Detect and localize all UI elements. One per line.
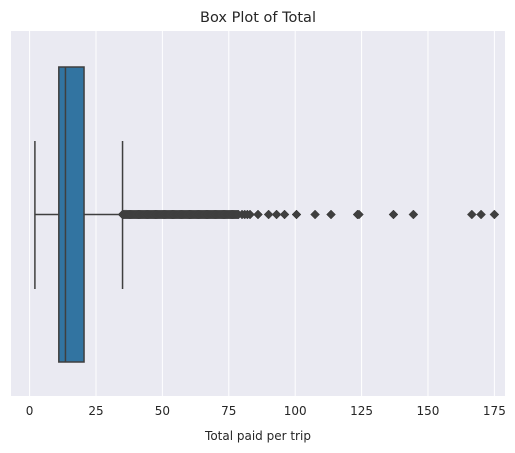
outlier-point	[271, 209, 282, 220]
x-tick-labels: 0 25 50 75 100 125 150 175	[26, 404, 506, 418]
x-tick-label: 0	[26, 404, 34, 418]
outlier-point	[489, 209, 500, 220]
outlier-point	[476, 209, 486, 220]
outlier-point	[466, 209, 477, 220]
x-tick-label: 100	[284, 404, 307, 418]
outlier-point	[388, 209, 399, 220]
chart-title: Box Plot of Total	[200, 10, 316, 26]
x-tick-label: 25	[88, 404, 103, 418]
x-axis-label: Total paid per trip	[204, 429, 311, 443]
outlier-point	[245, 209, 255, 220]
x-tick-label: 125	[350, 404, 373, 418]
outlier-point	[263, 209, 274, 220]
outlier-point	[326, 209, 336, 220]
x-tick-label: 175	[483, 404, 506, 418]
outlier-point	[354, 209, 364, 220]
x-tick-label: 150	[417, 404, 440, 418]
x-tick-label: 75	[221, 404, 236, 418]
outlier-point	[253, 209, 263, 220]
outlier-point	[310, 209, 320, 220]
outlier-point	[291, 209, 302, 220]
outlier-point	[279, 209, 290, 220]
box-group	[34, 66, 500, 363]
iqr-box	[58, 66, 85, 363]
x-tick-label: 50	[155, 404, 170, 418]
outlier-point	[408, 209, 419, 220]
